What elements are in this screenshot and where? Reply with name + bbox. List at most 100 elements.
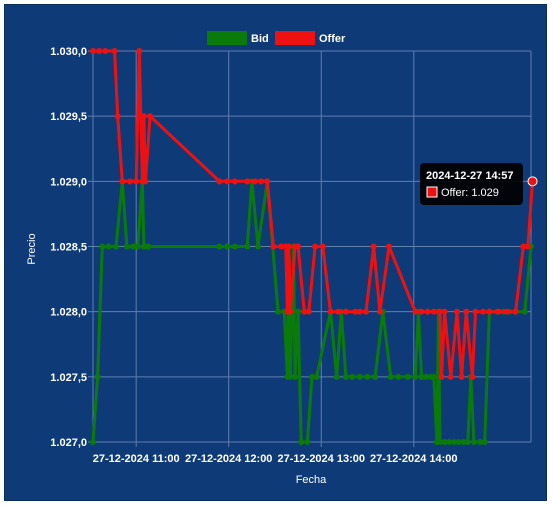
data-point-offer	[319, 243, 326, 250]
data-point-offer	[441, 308, 448, 315]
data-point-bid	[292, 373, 299, 380]
x-tick-label: 27-12-2024 11:00	[93, 453, 180, 465]
data-point-offer	[472, 308, 479, 315]
data-point-bid	[455, 439, 462, 445]
data-point-bid	[224, 243, 231, 250]
data-point-bid	[349, 373, 356, 380]
data-point-bid	[430, 373, 437, 380]
data-point-bid	[412, 373, 419, 380]
data-point-bid	[275, 308, 282, 315]
data-point-bid	[470, 439, 477, 445]
legend-label-offer[interactable]: Offer	[319, 33, 346, 45]
data-point-offer	[140, 113, 147, 120]
y-tick-label: 1.029,0	[50, 176, 87, 188]
data-point-offer	[480, 308, 487, 315]
y-axis-title: Precio	[26, 233, 38, 264]
y-axis-ticks: 1.027,0 1.027,5 1.028,0 1.028,5 1.029,0 1.029…	[50, 46, 93, 449]
data-point-offer	[520, 243, 527, 250]
x-tick-label: 27-12-2024 13:00	[278, 453, 365, 465]
data-point-bid	[418, 373, 425, 380]
data-point-offer	[244, 178, 251, 185]
data-point-bid	[372, 373, 379, 380]
data-point-offer	[356, 308, 363, 315]
data-point-offer	[258, 178, 265, 185]
data-point-offer	[386, 243, 393, 250]
legend-label-bid[interactable]: Bid	[251, 33, 269, 45]
series-layer	[90, 48, 538, 445]
x-axis-ticks: 27-12-2024 11:00 27-12-2024 12:00 27-12-20…	[93, 442, 458, 465]
data-point-offer	[486, 308, 493, 315]
data-point-offer	[512, 308, 519, 315]
legend-swatch-bid[interactable]	[207, 31, 247, 45]
data-point-offer	[437, 308, 444, 315]
data-point-offer	[453, 308, 460, 315]
data-point-offer	[90, 48, 96, 54]
data-point-offer	[133, 178, 140, 185]
data-point-offer	[301, 308, 308, 315]
data-point-offer	[136, 48, 143, 54]
tooltip: 2024-12-27 14:57 Offer: 1.029	[420, 163, 523, 205]
data-point-bid	[90, 439, 96, 445]
data-point-bid	[464, 439, 471, 445]
data-point-offer	[463, 308, 470, 315]
data-point-offer	[119, 178, 126, 185]
data-point-bid	[446, 439, 453, 445]
data-point-offer	[285, 243, 292, 250]
data-point-offer	[264, 178, 271, 185]
data-point-offer	[270, 243, 277, 250]
data-point-bid	[231, 243, 238, 250]
data-point-offer	[524, 243, 531, 250]
y-tick-label: 1.030,0	[50, 46, 87, 58]
data-point-bid	[130, 243, 137, 250]
data-point-offer	[370, 243, 377, 250]
x-axis-title: Fecha	[296, 474, 327, 486]
data-point-offer	[424, 308, 431, 315]
tooltip-label: Offer: 1.029	[441, 187, 499, 199]
data-point-offer	[102, 48, 109, 54]
data-point-offer	[327, 308, 334, 315]
data-point-offer	[111, 48, 118, 54]
legend[interactable]: Bid Offer	[207, 31, 346, 45]
chart-card: 1.027,0 1.027,5 1.028,0 1.028,5 1.029,0 1.029…	[4, 4, 547, 501]
legend-item-bid[interactable]: Bid	[207, 31, 269, 45]
data-point-bid	[364, 373, 371, 380]
x-tick-label: 27-12-2024 12:00	[185, 453, 272, 465]
y-tick-label: 1.028,0	[50, 307, 87, 319]
data-point-bid	[298, 439, 305, 445]
data-point-bid	[94, 373, 101, 380]
data-point-bid	[395, 373, 402, 380]
data-point-offer	[231, 178, 238, 185]
y-tick-label: 1.027,0	[50, 437, 87, 449]
x-tick-label: 27-12-2024 14:00	[370, 453, 457, 465]
data-point-bid	[287, 373, 294, 380]
data-point-bid	[477, 439, 484, 445]
data-point-offer	[430, 308, 437, 315]
data-point-bid	[404, 373, 411, 380]
data-point-offer	[335, 308, 342, 315]
data-point-offer	[312, 243, 319, 250]
data-point-bid	[450, 439, 457, 445]
legend-item-offer[interactable]: Offer	[275, 31, 346, 45]
data-point-offer	[251, 178, 258, 185]
data-point-bid	[356, 373, 363, 380]
data-point-bid	[521, 308, 528, 315]
data-point-bid	[244, 243, 251, 250]
tooltip-swatch-offer	[426, 186, 438, 198]
data-point-bid	[105, 243, 112, 250]
data-point-bid	[423, 373, 430, 380]
data-point-offer	[305, 308, 312, 315]
price-chart: 1.027,0 1.027,5 1.028,0 1.028,5 1.029,0 1.029…	[26, 31, 538, 486]
data-point-bid	[313, 373, 320, 380]
data-point-bid	[123, 243, 130, 250]
tooltip-box	[420, 163, 523, 205]
data-point-offer	[278, 243, 285, 250]
data-point-bid	[134, 243, 141, 250]
data-point-bid	[309, 373, 315, 380]
data-point-offer	[362, 308, 369, 315]
data-point-bid	[481, 439, 488, 445]
legend-swatch-offer[interactable]	[275, 31, 315, 45]
data-point-offer	[342, 308, 349, 315]
data-point-bid	[255, 243, 262, 250]
data-point-offer	[114, 113, 121, 120]
tooltip-title: 2024-12-27 14:57	[426, 170, 513, 182]
